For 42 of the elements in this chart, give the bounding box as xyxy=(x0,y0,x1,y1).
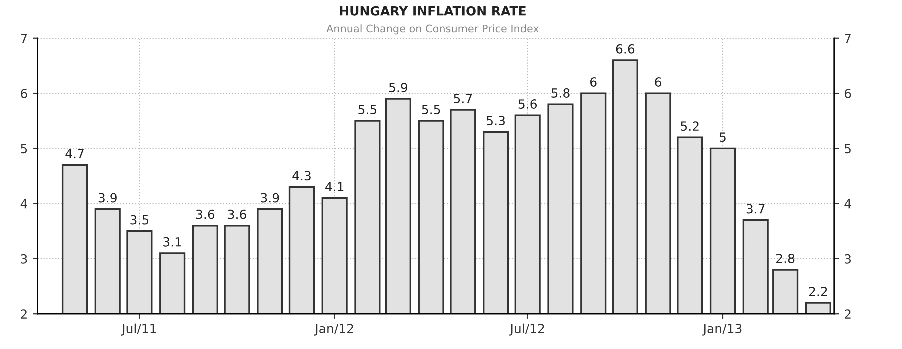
data-label: 5.3 xyxy=(487,116,505,126)
data-label: 5.2 xyxy=(681,122,699,132)
chart-title: HUNGARY INFLATION RATE xyxy=(340,6,526,16)
y-tick-label: 7 xyxy=(21,34,28,44)
data-label: 5.7 xyxy=(454,94,472,104)
y2-tick-label: 6 xyxy=(844,89,852,98)
x-tick-label: Jul/12 xyxy=(510,324,544,336)
y-tick-label: 6 xyxy=(21,89,28,98)
y-tick-label: 3 xyxy=(21,254,28,264)
y-tick-label: 2 xyxy=(21,310,27,319)
data-label: 5.5 xyxy=(358,105,377,115)
x-tick-label: Jan/12 xyxy=(314,324,354,336)
y-tick-label: 5 xyxy=(21,144,28,154)
data-label: 5 xyxy=(720,132,726,142)
data-label: 3.5 xyxy=(130,215,149,225)
x-tick-label: Jan/13 xyxy=(702,324,742,336)
data-label: 3.1 xyxy=(164,237,182,247)
data-label: 6.6 xyxy=(616,44,635,54)
data-label: 3.9 xyxy=(261,193,280,203)
y2-tick-label: 5 xyxy=(845,144,851,154)
data-label: 4.1 xyxy=(326,182,344,192)
data-label: 5.6 xyxy=(518,100,538,109)
data-label: 6 xyxy=(590,77,597,87)
data-label: 4.3 xyxy=(292,171,311,181)
y-tick-label: 4 xyxy=(20,199,28,209)
data-label: 5.8 xyxy=(552,88,570,98)
data-label: 4.7 xyxy=(66,149,84,158)
y2-tick-label: 2 xyxy=(844,310,851,319)
data-label: 5.9 xyxy=(389,83,408,92)
data-label: 3.6 xyxy=(228,210,246,220)
data-label: 3.6 xyxy=(196,210,215,220)
y2-tick-label: 4 xyxy=(844,199,852,209)
y2-tick-label: 3 xyxy=(845,254,852,264)
data-label: 2.8 xyxy=(776,254,795,264)
data-label: 6 xyxy=(655,77,662,87)
y2-tick-label: 7 xyxy=(845,34,851,44)
data-label: 3.9 xyxy=(98,193,117,203)
chart-subtitle: Annual Change on Consumer Price Index xyxy=(326,24,540,35)
x-tick-label: Jul/11 xyxy=(121,324,156,336)
data-label: 5.5 xyxy=(422,105,440,115)
data-label: 2.2 xyxy=(809,287,828,296)
data-label: 3.7 xyxy=(746,204,765,214)
